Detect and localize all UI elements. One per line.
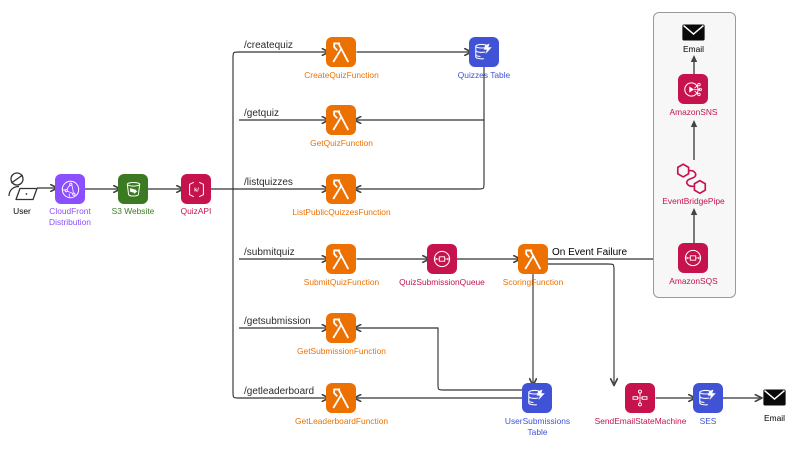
- svg-text:k/: k/: [194, 187, 199, 193]
